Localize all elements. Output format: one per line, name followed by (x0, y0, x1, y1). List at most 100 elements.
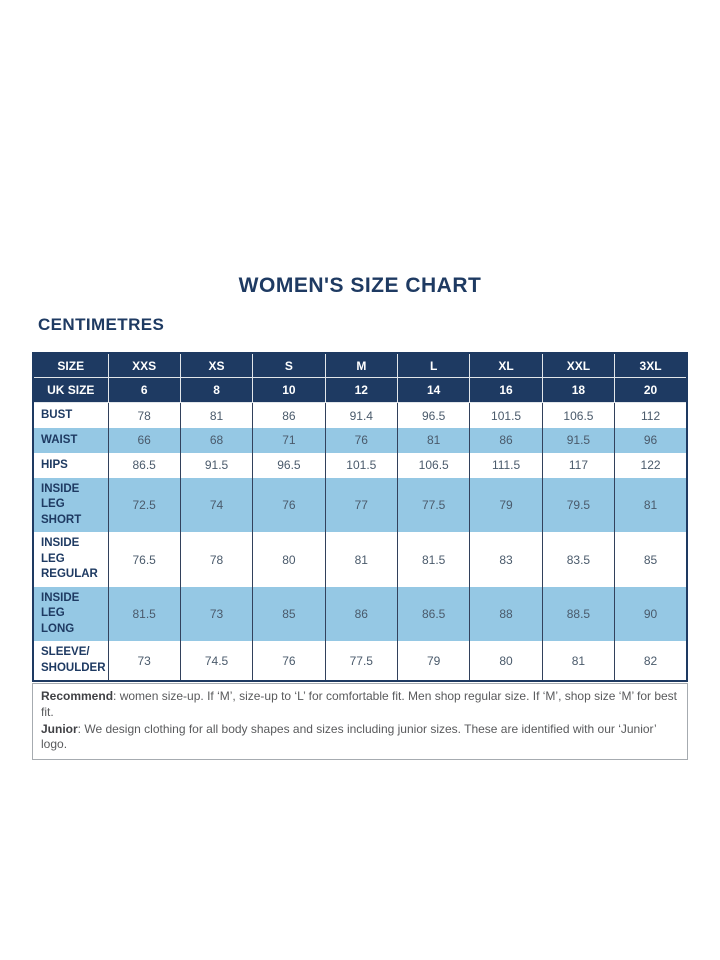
size-value-cell: 71 (252, 427, 326, 453)
size-value-cell: 74.5 (179, 641, 254, 682)
size-value-cell: 122 (614, 452, 688, 478)
row-label: INSIDE LEG SHORT (32, 477, 109, 533)
header-row: UK SIZE 6 8 10 12 14 16 18 20 (32, 377, 688, 404)
table-row: WAIST 66 68 71 76 81 86 91.5 96 (32, 427, 688, 453)
column-header: 14 (396, 377, 471, 404)
size-value-cell: 111.5 (469, 452, 543, 478)
footnote-junior-line: Junior: We design clothing for all body … (41, 722, 679, 753)
size-chart-table: SIZE XXS XS S M L XL XXL 3XL UK SIZE 6 8 10 12 14 16 18 2… (32, 351, 688, 683)
row-label: HIPS (32, 452, 109, 478)
column-header: XS (179, 352, 254, 379)
footnote-recommend-label: Recommend (41, 689, 114, 704)
size-value-cell: 85 (614, 532, 688, 587)
column-header: XL (469, 352, 543, 379)
size-value-cell: 66 (107, 427, 181, 453)
size-value-cell: 77.5 (324, 641, 399, 682)
size-value-cell: 68 (179, 427, 254, 453)
column-header: XXS (107, 352, 181, 379)
size-value-cell: 86 (469, 427, 543, 453)
row-label: INSIDE LEG REGULAR (32, 532, 109, 587)
table-row: INSIDE LEG LONG 81.5 73 85 86 86.5 88 88.5 90 (32, 586, 688, 642)
size-value-cell: 86 (324, 586, 399, 642)
column-header: M (324, 352, 399, 379)
page-title: WOMEN'S SIZE CHART (238, 274, 482, 297)
column-header: 10 (252, 377, 326, 404)
size-value-cell: 96.5 (252, 452, 326, 478)
footnote-box: Recommend: women size-up. If ‘M’, size-u… (32, 683, 688, 760)
footnote-recommend-line: Recommend: women size-up. If ‘M’, size-u… (41, 689, 679, 720)
column-header: 3XL (614, 352, 688, 379)
size-value-cell: 96.5 (396, 402, 471, 428)
column-header: 18 (541, 377, 616, 404)
size-value-cell: 80 (252, 532, 326, 587)
size-value-cell: 112 (614, 402, 688, 428)
size-value-cell: 91.5 (179, 452, 254, 478)
size-value-cell: 76.5 (107, 532, 181, 587)
column-header: 16 (469, 377, 543, 404)
size-value-cell: 78 (107, 402, 181, 428)
size-value-cell: 85 (252, 586, 326, 642)
column-header: S (252, 352, 326, 379)
size-value-cell: 96 (614, 427, 688, 453)
header-row-label: SIZE (32, 352, 109, 379)
header-row: SIZE XXS XS S M L XL XXL 3XL (32, 352, 688, 379)
size-value-cell: 76 (252, 641, 326, 682)
size-value-cell: 88.5 (541, 586, 616, 642)
header-row-label: UK SIZE (32, 377, 109, 404)
column-header: 12 (324, 377, 399, 404)
column-header: 6 (107, 377, 181, 404)
size-value-cell: 78 (179, 532, 254, 587)
units-label: CENTIMETRES (38, 315, 165, 335)
row-label: SLEEVE/ SHOULDER (32, 641, 109, 682)
size-value-cell: 81 (324, 532, 399, 587)
table-row: BUST 78 81 86 91.4 96.5 101.5 106.5 112 (32, 402, 688, 428)
size-chart-page: WOMEN'S SIZE CHART CENTIMETRES SIZE XXS XS… (32, 0, 688, 760)
row-label: BUST (32, 402, 109, 428)
size-value-cell: 77.5 (396, 477, 471, 533)
size-value-cell: 90 (614, 586, 688, 642)
size-value-cell: 101.5 (469, 402, 543, 428)
size-value-cell: 76 (324, 427, 399, 453)
size-value-cell: 86.5 (107, 452, 181, 478)
column-header: 8 (179, 377, 254, 404)
size-value-cell: 82 (614, 641, 688, 682)
size-value-cell: 101.5 (324, 452, 399, 478)
row-label: WAIST (32, 427, 109, 453)
size-value-cell: 83 (469, 532, 543, 587)
size-value-cell: 91.5 (541, 427, 616, 453)
size-value-cell: 73 (179, 586, 254, 642)
size-value-cell: 81 (614, 477, 688, 533)
size-value-cell: 106.5 (396, 452, 471, 478)
footnote-junior-label: Junior (41, 721, 78, 736)
column-header: XXL (541, 352, 616, 379)
size-value-cell: 76 (252, 477, 326, 533)
size-value-cell: 72.5 (107, 477, 181, 533)
size-value-cell: 91.4 (324, 402, 399, 428)
size-value-cell: 81 (541, 641, 616, 682)
size-value-cell: 79 (469, 477, 543, 533)
size-value-cell: 117 (541, 452, 616, 478)
size-value-cell: 73 (107, 641, 181, 682)
column-header: L (396, 352, 471, 379)
size-value-cell: 81 (396, 427, 471, 453)
size-value-cell: 80 (469, 641, 543, 682)
size-value-cell: 79.5 (541, 477, 616, 533)
size-value-cell: 88 (469, 586, 543, 642)
size-value-cell: 81.5 (396, 532, 471, 587)
row-label: INSIDE LEG LONG (32, 586, 109, 642)
table-row: INSIDE LEG SHORT 72.5 74 76 77 77.5 79 79.5 81 (32, 477, 688, 533)
table-row: INSIDE LEG REGULAR 76.5 78 80 81 81.5 83 83.5 85 (32, 532, 688, 587)
size-chart-header: SIZE XXS XS S M L XL XXL 3XL UK SIZE 6 8 10 12 14 16 18 2… (32, 352, 688, 404)
size-value-cell: 106.5 (541, 402, 616, 428)
size-value-cell: 81 (179, 402, 254, 428)
table-row: HIPS 86.5 91.5 96.5 101.5 106.5 111.5 117 122 (32, 452, 688, 478)
size-value-cell: 77 (324, 477, 399, 533)
size-value-cell: 86 (252, 402, 326, 428)
table-row: SLEEVE/ SHOULDER 73 74.5 76 77.5 79 80 81 82 (32, 641, 688, 682)
size-value-cell: 74 (179, 477, 254, 533)
size-value-cell: 86.5 (396, 586, 471, 642)
footnote-junior-text: : We design clothing for all body shapes… (41, 721, 657, 752)
size-chart-body: BUST 78 81 86 91.4 96.5 101.5 106.5 112 WAIST 66 68… (32, 402, 688, 682)
size-value-cell: 79 (396, 641, 471, 682)
size-value-cell: 83.5 (541, 532, 616, 587)
